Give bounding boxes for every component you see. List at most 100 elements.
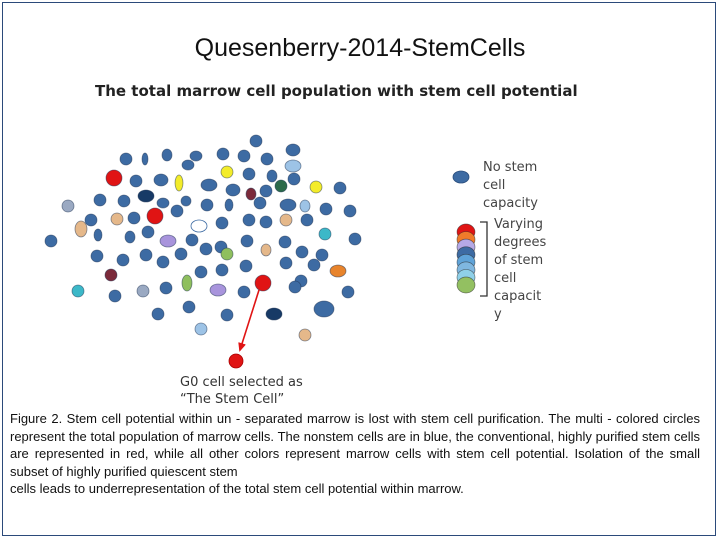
marrow-cell [245, 187, 257, 201]
marrow-cell [300, 213, 314, 227]
legend-varying-label: Varying degrees of stem cell capacit y [494, 217, 547, 322]
marrow-cell [348, 232, 362, 246]
marrow-cell [156, 197, 170, 209]
marrow-cell [124, 230, 136, 244]
marrow-cell [104, 268, 118, 282]
marrow-cell [215, 216, 229, 230]
marrow-cell [343, 204, 357, 218]
marrow-cell [93, 193, 107, 207]
marrow-cell [266, 169, 278, 183]
marrow-cell [200, 198, 214, 212]
marrow-cell [318, 227, 332, 241]
marrow-cell [287, 172, 301, 186]
marrow-cell [237, 285, 251, 299]
marrow-cell [216, 147, 230, 161]
marrow-cell [309, 180, 323, 194]
marrow-cell [117, 194, 131, 208]
marrow-cell [151, 307, 165, 321]
marrow-cell [315, 248, 329, 262]
marrow-cell [225, 183, 241, 197]
marrow-cell [274, 179, 288, 193]
marrow-cell [220, 308, 234, 322]
marrow-cell [170, 204, 184, 218]
marrow-cell [215, 263, 229, 277]
marrow-cell [284, 159, 302, 173]
marrow-cell [254, 274, 272, 292]
marrow-cell [260, 243, 272, 257]
marrow-cell [129, 174, 143, 188]
marrow-cell [329, 264, 347, 278]
marrow-cell [307, 258, 321, 272]
legend-bracket [480, 221, 488, 297]
marrow-cell [260, 152, 274, 166]
marrow-cell [181, 159, 195, 171]
marrow-cell [181, 274, 193, 292]
figure-caption: Figure 2. Stem cell potential within un … [10, 410, 700, 498]
marrow-cell [319, 202, 333, 216]
marrow-cell [341, 285, 355, 299]
marrow-cell [93, 228, 103, 242]
marrow-cell [209, 283, 227, 297]
marrow-cell [279, 256, 293, 270]
marrow-cell [141, 152, 149, 166]
marrow-cell [239, 259, 253, 273]
marrow-cell [105, 169, 123, 187]
marrow-cell [74, 220, 88, 238]
marrow-cell [194, 322, 208, 336]
marrow-cell [90, 249, 104, 263]
marrow-cell [199, 242, 213, 256]
marrow-cell [137, 189, 155, 203]
marrow-cell [259, 215, 273, 229]
marrow-cell [116, 253, 130, 267]
marrow-cell [174, 247, 188, 261]
marrow-cell [279, 198, 297, 212]
marrow-cell [220, 247, 234, 261]
marrow-cell [185, 233, 199, 247]
diagram-title: The total marrow cell population with st… [95, 82, 578, 100]
marrow-cell [249, 134, 263, 148]
marrow-cell [299, 199, 311, 213]
marrow-cell [84, 213, 98, 227]
legend-nostem-label: No stem cell capacity [483, 160, 538, 211]
caption-line-1: Figure 2. Stem cell potential within un … [10, 411, 700, 479]
selected-stem-cell [228, 353, 244, 369]
marrow-cell [159, 234, 177, 248]
marrow-cell [119, 152, 133, 166]
marrow-cell [174, 174, 184, 192]
legend-stack-cell [456, 276, 476, 294]
marrow-cell [180, 195, 192, 207]
marrow-cell [295, 245, 309, 259]
marrow-cell [190, 219, 208, 233]
marrow-cell [136, 284, 150, 298]
marrow-cell [298, 328, 312, 342]
marrow-cell [127, 211, 141, 225]
marrow-cell [156, 255, 170, 269]
marrow-cell [141, 225, 155, 239]
slide-title: Quesenberry-2014-StemCells [194, 34, 526, 62]
marrow-cell [242, 213, 256, 227]
marrow-cell [242, 167, 256, 181]
marrow-cell [71, 284, 85, 298]
marrow-cell [146, 207, 164, 225]
legend-stem-stack [456, 223, 476, 294]
marrow-cell [333, 181, 347, 195]
marrow-cell [237, 149, 251, 163]
marrow-cell [44, 234, 58, 248]
marrow-cell [224, 198, 234, 212]
marrow-cell [279, 213, 293, 227]
legend-nostem-cell [452, 170, 470, 184]
marrow-cell [194, 265, 208, 279]
marrow-cell [139, 248, 153, 262]
selected-cell-label: G0 cell selected as “The Stem Cell” [180, 375, 303, 407]
marrow-cell [182, 300, 196, 314]
marrow-cell [61, 199, 75, 213]
marrow-cell [220, 165, 234, 179]
marrow-cell [159, 281, 173, 295]
marrow-cell [240, 234, 254, 248]
marrow-cell [278, 235, 292, 249]
marrow-cell [161, 148, 173, 162]
marrow-cell [259, 184, 273, 198]
caption-line-2: cells leads to underrepresentation of th… [10, 481, 464, 497]
